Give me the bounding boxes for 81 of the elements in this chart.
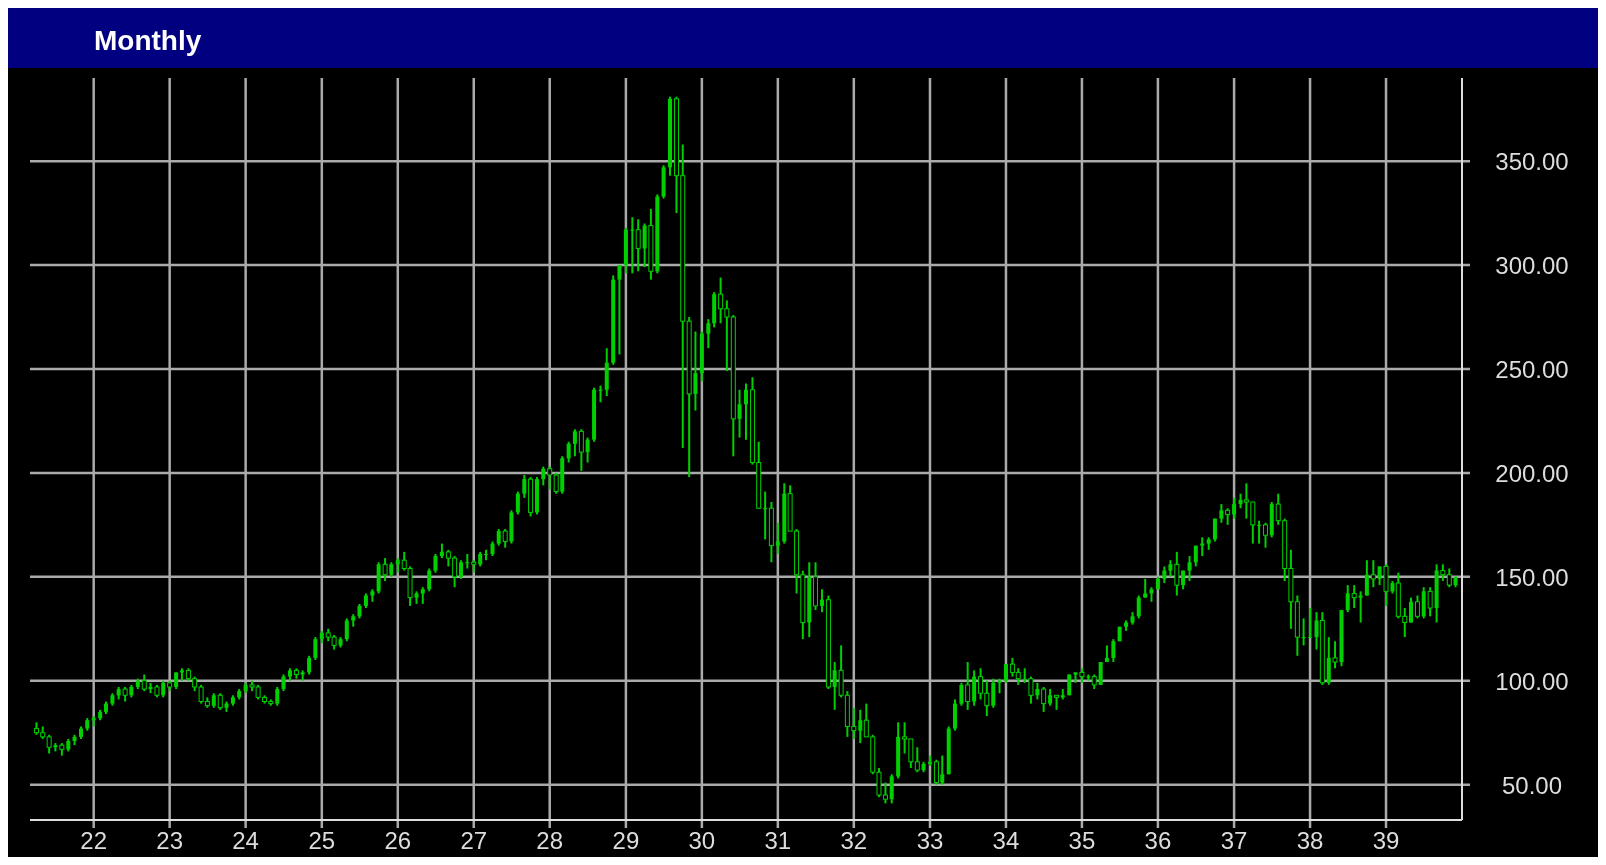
x-tick-label: 24	[232, 827, 259, 854]
candlestick	[598, 384, 603, 404]
x-tick-label: 23	[156, 827, 184, 854]
candlestick	[1301, 617, 1306, 647]
candlestick	[1263, 521, 1269, 549]
candlestick	[465, 552, 470, 570]
candlestick	[763, 490, 768, 541]
x-tick-label: 37	[1220, 827, 1248, 854]
candlestick	[1200, 536, 1205, 558]
candlestick	[744, 382, 748, 441]
candlestick	[965, 661, 971, 711]
candlestick	[630, 216, 635, 275]
candlestick	[635, 218, 641, 273]
x-tick-label: 38	[1296, 827, 1324, 854]
candlestick	[1187, 555, 1192, 582]
candlestick	[1308, 607, 1313, 639]
x-tick-label: 35	[1068, 827, 1096, 854]
x-tick-label: 30	[688, 827, 716, 854]
candlestick	[1364, 559, 1369, 597]
x-tick-label: 36	[1144, 827, 1172, 854]
candlestick	[1414, 594, 1420, 620]
candlestick	[1143, 577, 1148, 599]
candlestick	[313, 636, 318, 661]
x-tick-label: 39	[1372, 827, 1400, 854]
candlestick	[1111, 638, 1116, 664]
candlestick	[459, 559, 464, 580]
x-tick-label: 25	[308, 827, 336, 854]
candlestick	[959, 681, 964, 707]
candlestick	[991, 677, 996, 709]
candlestick	[585, 436, 590, 464]
candlestick	[427, 567, 432, 593]
x-tick-label: 29	[612, 827, 640, 854]
candlestick	[617, 264, 622, 356]
x-tick-label: 26	[384, 827, 412, 854]
candlestick	[541, 465, 546, 487]
candlestick	[433, 552, 438, 574]
chart-title: Monthly	[94, 25, 202, 56]
candlestick	[572, 428, 577, 458]
candlestick	[344, 617, 349, 643]
candlestick	[1409, 596, 1414, 624]
y-tick-label: 200.00	[1495, 459, 1569, 487]
y-tick-label: 100.00	[1495, 667, 1569, 695]
x-tick-label: 28	[536, 827, 564, 854]
y-tick-label: 250.00	[1495, 355, 1569, 383]
candlestick	[1174, 550, 1180, 597]
candlestick	[914, 746, 920, 774]
candlestick	[889, 773, 894, 805]
candlestick	[1136, 594, 1141, 620]
candlestick	[547, 465, 553, 491]
candlestick	[1427, 586, 1433, 618]
candlestick	[1370, 559, 1376, 589]
candlestick	[1358, 590, 1363, 624]
candlestick	[1345, 584, 1350, 614]
x-tick-label: 33	[916, 827, 944, 854]
x-tick-label: 22	[80, 827, 108, 854]
candlestick	[522, 473, 527, 499]
candlestick	[858, 708, 863, 745]
y-tick-label: 50.00	[1501, 771, 1563, 799]
candlestick	[566, 440, 571, 464]
candlestick	[578, 428, 584, 472]
candlestick	[1351, 584, 1357, 609]
candlestick	[819, 588, 824, 614]
candlestick	[307, 654, 312, 676]
candlestick	[706, 318, 711, 350]
candlestick	[737, 388, 742, 439]
candlestick	[515, 490, 520, 516]
y-tick-label: 350.00	[1495, 148, 1569, 176]
y-tick-label: 300.00	[1495, 252, 1569, 280]
x-tick-label: 34	[992, 827, 1020, 854]
candlestick	[1003, 663, 1008, 684]
x-tick-label: 32	[840, 827, 868, 854]
candlestick	[1098, 661, 1103, 686]
x-tick-label: 27	[460, 827, 488, 854]
candlestick	[1041, 685, 1047, 713]
candlestick	[1219, 503, 1224, 524]
x-tick-label: 31	[764, 827, 792, 854]
candlestick	[275, 685, 280, 707]
y-tick-label: 150.00	[1495, 563, 1569, 591]
candlestick	[1257, 519, 1262, 545]
candlestick	[1232, 496, 1237, 520]
candlestick	[775, 521, 780, 555]
